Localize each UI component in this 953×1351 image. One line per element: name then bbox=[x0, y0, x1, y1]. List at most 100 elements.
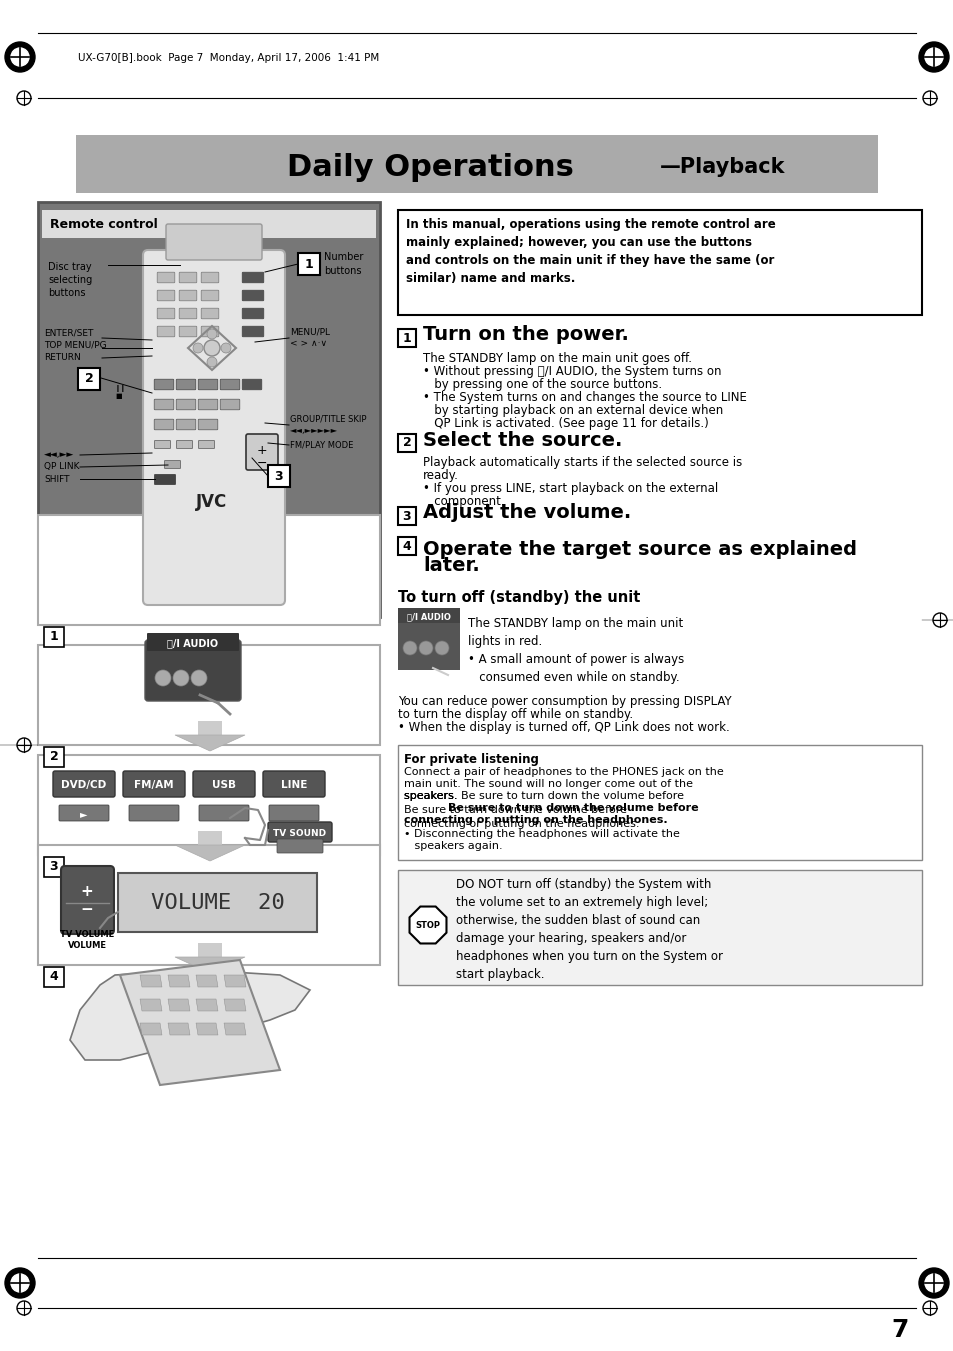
Text: ⒦/I AUDIO: ⒦/I AUDIO bbox=[407, 612, 451, 621]
FancyBboxPatch shape bbox=[198, 831, 222, 844]
Text: component.: component. bbox=[422, 494, 504, 508]
Polygon shape bbox=[168, 1023, 190, 1035]
Text: Number
buttons: Number buttons bbox=[324, 253, 363, 276]
Text: SHIFT: SHIFT bbox=[44, 474, 70, 484]
Circle shape bbox=[207, 357, 216, 367]
Circle shape bbox=[924, 1274, 942, 1292]
FancyBboxPatch shape bbox=[242, 308, 264, 319]
Polygon shape bbox=[70, 970, 310, 1061]
FancyBboxPatch shape bbox=[397, 507, 416, 526]
Text: JVC: JVC bbox=[196, 493, 228, 511]
Circle shape bbox=[204, 340, 220, 357]
Text: Adjust the volume.: Adjust the volume. bbox=[422, 504, 631, 523]
FancyBboxPatch shape bbox=[61, 866, 113, 934]
Text: • Disconnecting the headphones will activate the: • Disconnecting the headphones will acti… bbox=[403, 830, 679, 839]
FancyBboxPatch shape bbox=[176, 440, 193, 449]
Text: Operate the target source as explained: Operate the target source as explained bbox=[422, 540, 856, 559]
Polygon shape bbox=[168, 998, 190, 1011]
Text: speakers. Be sure to turn down the volume before: speakers. Be sure to turn down the volum… bbox=[403, 790, 683, 801]
FancyBboxPatch shape bbox=[199, 805, 249, 821]
Text: For private listening: For private listening bbox=[403, 753, 538, 766]
Circle shape bbox=[221, 343, 231, 353]
FancyBboxPatch shape bbox=[176, 380, 195, 390]
Text: ►: ► bbox=[80, 809, 88, 819]
Polygon shape bbox=[224, 975, 246, 988]
Circle shape bbox=[5, 1269, 35, 1298]
FancyBboxPatch shape bbox=[198, 380, 217, 390]
Text: STOP: STOP bbox=[416, 920, 440, 929]
FancyBboxPatch shape bbox=[397, 870, 921, 985]
Text: You can reduce power consumption by pressing DISPLAY: You can reduce power consumption by pres… bbox=[397, 694, 731, 708]
FancyBboxPatch shape bbox=[38, 644, 379, 744]
FancyBboxPatch shape bbox=[157, 272, 174, 282]
FancyBboxPatch shape bbox=[397, 434, 416, 453]
Text: 4: 4 bbox=[50, 970, 58, 984]
Text: speakers. 
Be sure to turn down the volume before
connecting or putting on the h: speakers. Be sure to turn down the volum… bbox=[403, 790, 639, 830]
Text: DO NOT turn off (standby) the System with
the volume set to an extremely high le: DO NOT turn off (standby) the System wit… bbox=[456, 878, 722, 981]
Text: +: + bbox=[256, 443, 267, 457]
FancyBboxPatch shape bbox=[397, 536, 416, 555]
FancyBboxPatch shape bbox=[118, 873, 316, 932]
FancyBboxPatch shape bbox=[44, 967, 64, 988]
Polygon shape bbox=[140, 1023, 162, 1035]
FancyBboxPatch shape bbox=[76, 135, 877, 193]
FancyBboxPatch shape bbox=[397, 608, 459, 623]
Polygon shape bbox=[168, 975, 190, 988]
FancyBboxPatch shape bbox=[246, 434, 277, 470]
FancyBboxPatch shape bbox=[297, 253, 319, 276]
Text: Playback automatically starts if the selected source is: Playback automatically starts if the sel… bbox=[422, 457, 741, 469]
Text: by starting playback on an external device when: by starting playback on an external devi… bbox=[422, 404, 722, 417]
FancyBboxPatch shape bbox=[179, 308, 196, 319]
Text: Daily Operations: Daily Operations bbox=[286, 153, 573, 181]
Text: 2: 2 bbox=[402, 436, 411, 450]
FancyBboxPatch shape bbox=[78, 367, 100, 390]
FancyBboxPatch shape bbox=[143, 250, 285, 605]
FancyBboxPatch shape bbox=[154, 399, 173, 409]
FancyBboxPatch shape bbox=[166, 224, 262, 259]
Circle shape bbox=[918, 42, 948, 72]
FancyBboxPatch shape bbox=[397, 615, 459, 670]
Text: ENTER/SET
TOP MENU/PG
RETURN: ENTER/SET TOP MENU/PG RETURN bbox=[44, 328, 107, 362]
Text: −: − bbox=[81, 902, 93, 917]
FancyBboxPatch shape bbox=[164, 461, 180, 469]
Polygon shape bbox=[195, 1023, 218, 1035]
Polygon shape bbox=[224, 1023, 246, 1035]
FancyBboxPatch shape bbox=[220, 380, 239, 390]
FancyBboxPatch shape bbox=[53, 771, 115, 797]
FancyBboxPatch shape bbox=[179, 326, 196, 336]
Text: −: − bbox=[256, 457, 267, 470]
Polygon shape bbox=[174, 957, 245, 973]
FancyBboxPatch shape bbox=[179, 272, 196, 282]
FancyBboxPatch shape bbox=[198, 399, 217, 409]
Text: ◄◄,►►: ◄◄,►► bbox=[44, 450, 74, 459]
Text: UX-G70[B].book  Page 7  Monday, April 17, 2006  1:41 PM: UX-G70[B].book Page 7 Monday, April 17, … bbox=[78, 53, 379, 63]
FancyBboxPatch shape bbox=[397, 744, 921, 861]
Text: MENU/PL
< > ∧·∨: MENU/PL < > ∧·∨ bbox=[290, 327, 330, 349]
FancyBboxPatch shape bbox=[198, 419, 217, 430]
FancyBboxPatch shape bbox=[129, 805, 179, 821]
Text: • If you press LINE, start playback on the external: • If you press LINE, start playback on t… bbox=[422, 482, 718, 494]
Text: USB: USB bbox=[212, 780, 235, 790]
Text: 2: 2 bbox=[50, 751, 58, 763]
FancyBboxPatch shape bbox=[268, 821, 332, 842]
FancyBboxPatch shape bbox=[44, 627, 64, 647]
FancyBboxPatch shape bbox=[276, 839, 323, 852]
Text: VOLUME  20: VOLUME 20 bbox=[151, 893, 285, 913]
Text: ready.: ready. bbox=[422, 469, 458, 482]
Polygon shape bbox=[120, 961, 280, 1085]
FancyBboxPatch shape bbox=[157, 308, 174, 319]
Text: connecting or putting on the headphones.: connecting or putting on the headphones. bbox=[403, 815, 667, 825]
Circle shape bbox=[418, 640, 433, 655]
Polygon shape bbox=[174, 844, 245, 861]
Text: ❙❙: ❙❙ bbox=[115, 385, 127, 392]
Text: main unit. The sound will no longer come out of the: main unit. The sound will no longer come… bbox=[403, 780, 692, 789]
FancyBboxPatch shape bbox=[38, 844, 379, 965]
FancyBboxPatch shape bbox=[201, 308, 218, 319]
Circle shape bbox=[435, 640, 449, 655]
Text: 2: 2 bbox=[85, 373, 93, 385]
Text: by pressing one of the source buttons.: by pressing one of the source buttons. bbox=[422, 378, 661, 390]
FancyBboxPatch shape bbox=[59, 805, 109, 821]
FancyBboxPatch shape bbox=[269, 805, 318, 821]
FancyBboxPatch shape bbox=[176, 399, 195, 409]
FancyBboxPatch shape bbox=[44, 857, 64, 877]
